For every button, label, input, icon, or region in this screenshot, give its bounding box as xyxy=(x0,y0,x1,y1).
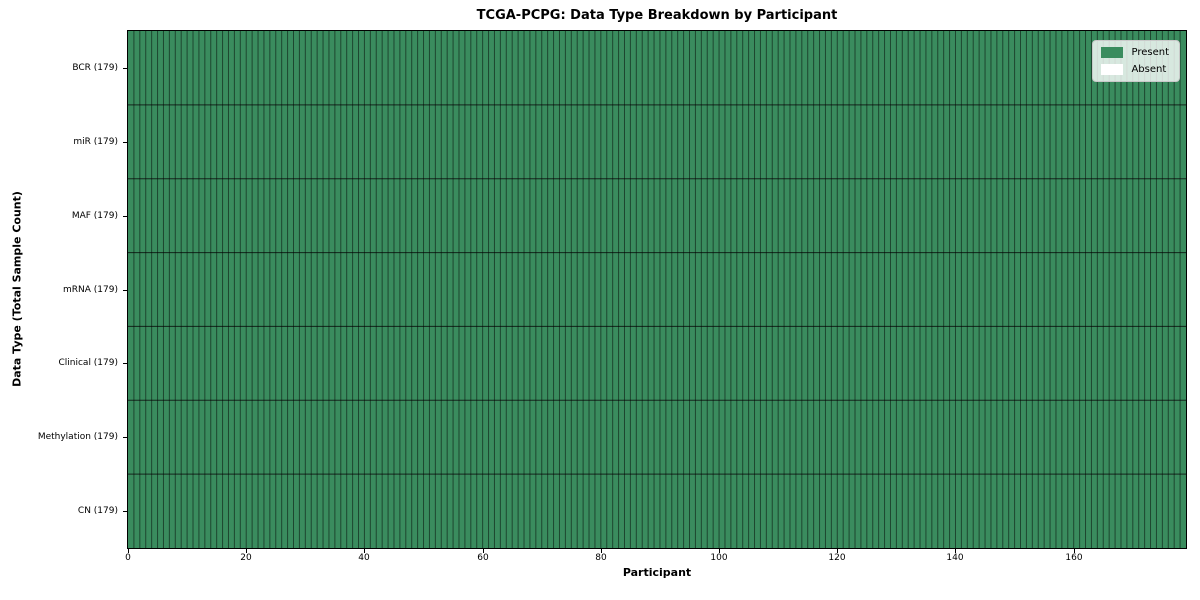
legend-label-present: Present xyxy=(1131,47,1169,58)
x-tick-label-0: 0 xyxy=(125,553,131,563)
x-tick-mark xyxy=(955,549,956,553)
x-tick-mark xyxy=(837,549,838,553)
legend-item-absent: Absent xyxy=(1101,64,1169,75)
x-tick-label-140: 140 xyxy=(946,553,964,563)
x-tick-label-100: 100 xyxy=(710,553,728,563)
legend-label-absent: Absent xyxy=(1131,64,1167,75)
y-tick-mark xyxy=(123,290,127,291)
x-tick-mark xyxy=(128,549,129,553)
x-tick-label-20: 20 xyxy=(240,553,252,563)
x-tick-mark xyxy=(1074,549,1075,553)
legend-swatch-absent xyxy=(1101,64,1124,75)
y-tick-label-Methylation: Methylation (179) xyxy=(37,432,118,442)
legend-swatch-present xyxy=(1101,47,1124,58)
y-tick-mark xyxy=(123,511,127,512)
y-tick-mark xyxy=(123,142,127,143)
y-tick-label-mRNA: mRNA (179) xyxy=(63,285,118,295)
y-tick-label-Clinical: Clinical (179) xyxy=(58,358,118,368)
y-tick-mark xyxy=(123,68,127,69)
legend-item-present: Present xyxy=(1101,47,1169,58)
x-tick-label-40: 40 xyxy=(358,553,370,563)
y-tick-mark xyxy=(123,363,127,364)
legend: Present Absent xyxy=(1092,40,1180,82)
x-tick-mark xyxy=(364,549,365,553)
x-axis-label: Participant xyxy=(622,566,692,579)
x-tick-mark xyxy=(483,549,484,553)
heatmap-grid xyxy=(128,31,1186,548)
x-tick-label-160: 160 xyxy=(1065,553,1083,563)
x-tick-label-80: 80 xyxy=(595,553,607,563)
y-tick-label-BCR: BCR (179) xyxy=(72,63,118,73)
y-tick-label-miR: miR (179) xyxy=(73,137,118,147)
plot-area: Present Absent xyxy=(127,30,1187,549)
y-tick-mark xyxy=(123,216,127,217)
y-tick-label-MAF: MAF (179) xyxy=(71,211,118,221)
y-tick-label-CN: CN (179) xyxy=(77,506,118,516)
x-tick-label-120: 120 xyxy=(828,553,846,563)
y-tick-mark xyxy=(123,437,127,438)
chart-title: TCGA-PCPG: Data Type Breakdown by Partic… xyxy=(476,8,838,23)
x-tick-mark xyxy=(719,549,720,553)
x-tick-mark xyxy=(601,549,602,553)
x-tick-mark xyxy=(246,549,247,553)
x-tick-label-60: 60 xyxy=(477,553,489,563)
